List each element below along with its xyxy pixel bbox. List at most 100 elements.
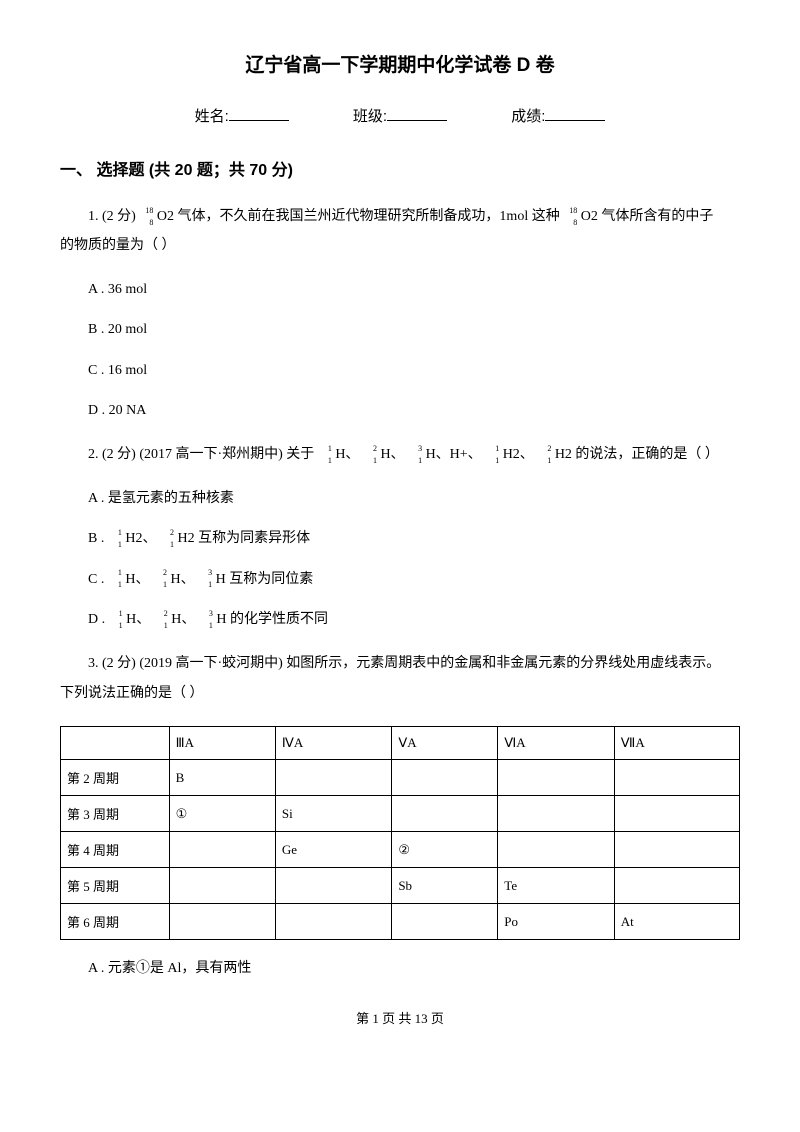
table-row: 第 5 周期 Sb Te (61, 868, 740, 904)
table-cell: Si (275, 796, 391, 832)
table-cell (61, 727, 170, 760)
atomic-number: 1 (519, 457, 551, 465)
mass-number: 1 (300, 445, 332, 453)
page-title: 辽宁省高一下学期期中化学试卷 D 卷 (60, 50, 740, 77)
q2-option-c: C . 11 H、 21 H、 31 H 互称为同位素 (60, 569, 740, 591)
table-cell (614, 832, 739, 868)
table-row: 第 3 周期 ① Si (61, 796, 740, 832)
table-cell: ⅥA (498, 727, 614, 760)
q1-option-c: C . 16 mol (60, 360, 740, 382)
table-cell (498, 760, 614, 796)
optc-end: H 互称为同位素 (212, 572, 313, 587)
table-cell: Ge (275, 832, 391, 868)
atomic-number: 1 (300, 457, 332, 465)
atomic-number: 1 (467, 457, 499, 465)
table-cell (275, 868, 391, 904)
table-cell (169, 832, 275, 868)
nuclide-icon: 21 (363, 447, 377, 463)
table-cell (392, 796, 498, 832)
table-cell: Sb (392, 868, 498, 904)
nuclide-icon: 31 (198, 571, 212, 587)
atomic-number: 8 (121, 219, 153, 227)
name-blank (229, 107, 289, 121)
question-3: 3. (2 分) (2019 高一下·蛟河期中) 如图所示，元素周期表中的金属和… (60, 649, 740, 708)
table-cell (169, 868, 275, 904)
mass-number: 18 (117, 207, 153, 215)
table-cell (392, 760, 498, 796)
page-footer: 第 1 页 共 13 页 (60, 1008, 740, 1027)
nuclide-icon: 21 (154, 612, 168, 628)
mass-number: 1 (90, 529, 122, 537)
atomic-number: 8 (545, 219, 577, 227)
q1-line2: 的物质的量为（ ） (60, 231, 740, 260)
atomic-number: 1 (390, 457, 422, 465)
q2-prefix: 2. (2 分) (2017 高一下·郑州期中) 关于 (88, 447, 318, 462)
class-label: 班级: (353, 108, 387, 125)
table-row: ⅢA ⅣA ⅤA ⅥA ⅦA (61, 727, 740, 760)
q1-option-d: D . 20 NA (60, 400, 740, 422)
table-cell: Po (498, 904, 614, 940)
mass-number: 18 (541, 207, 577, 215)
table-cell: 第 6 周期 (61, 904, 170, 940)
table-cell: ⅦA (614, 727, 739, 760)
table-cell: B (169, 760, 275, 796)
score-blank (545, 107, 605, 121)
atomic-number: 1 (345, 457, 377, 465)
mass-number: 3 (181, 610, 213, 618)
table-cell: Te (498, 868, 614, 904)
table-cell: ⅢA (169, 727, 275, 760)
q2-option-d: D . 11 H、 21 H、 31 H 的化学性质不同 (60, 609, 740, 631)
q2-option-a: A . 是氢元素的五种核素 (60, 488, 740, 510)
atomic-number: 1 (91, 622, 123, 630)
table-cell (392, 904, 498, 940)
header-fields: 姓名: 班级: 成绩: (60, 105, 740, 126)
table-cell: ② (392, 832, 498, 868)
table-cell: ① (169, 796, 275, 832)
table-cell: ⅣA (275, 727, 391, 760)
nuclide-icon: 11 (318, 447, 332, 463)
nuclide-icon: 21 (537, 447, 551, 463)
mass-number: 2 (519, 445, 551, 453)
table-cell (614, 760, 739, 796)
atomic-number: 1 (136, 622, 168, 630)
q3-line2: 下列说法正确的是（ ） (60, 679, 740, 708)
q1-mid2: O2 气体所含有的中子 (577, 209, 713, 224)
mass-number: 1 (91, 610, 123, 618)
nuclide-icon: 11 (485, 447, 499, 463)
mass-number: 1 (467, 445, 499, 453)
nuclide-icon: 21 (153, 571, 167, 587)
nuclide-icon: 31 (408, 447, 422, 463)
name-label: 姓名: (195, 108, 229, 125)
mass-number: 2 (142, 529, 174, 537)
nuclide-icon: 31 (199, 612, 213, 628)
mass-number: 2 (136, 610, 168, 618)
nuclide-icon: 11 (109, 612, 123, 628)
mass-number: 3 (390, 445, 422, 453)
periodic-table-excerpt: ⅢA ⅣA ⅤA ⅥA ⅦA 第 2 周期 B 第 3 周期 ① Si 第 4 … (60, 726, 740, 940)
table-cell (169, 904, 275, 940)
question-2: 2. (2 分) (2017 高一下·郑州期中) 关于 11 H、 21 H、 … (60, 440, 740, 469)
optb-end: H2 互称为同素异形体 (174, 531, 310, 546)
table-cell (275, 760, 391, 796)
table-row: 第 4 周期 Ge ② (61, 832, 740, 868)
atomic-number: 1 (180, 581, 212, 589)
nuclide-icon: 21 (160, 531, 174, 547)
mass-number: 2 (135, 569, 167, 577)
atomic-number: 1 (181, 622, 213, 630)
q1-mid1: O2 气体，不久前在我国兰州近代物理研究所制备成功，1mol 这种 (153, 209, 563, 224)
q3-prefix: 3. (2 分) (2019 高一下·蛟河期中) 如图所示，元素周期表中的金属和… (88, 656, 720, 671)
table-cell: 第 4 周期 (61, 832, 170, 868)
mass-number: 1 (90, 569, 122, 577)
table-row: 第 2 周期 B (61, 760, 740, 796)
score-label: 成绩: (511, 108, 545, 125)
table-cell (614, 868, 739, 904)
table-cell: At (614, 904, 739, 940)
table-cell: 第 3 周期 (61, 796, 170, 832)
question-1: 1. (2 分) 188 O2 气体，不久前在我国兰州近代物理研究所制备成功，1… (60, 202, 740, 261)
mass-number: 3 (180, 569, 212, 577)
q3-option-a: A . 元素①是 Al，具有两性 (60, 958, 740, 980)
section-heading: 一、 选择题 (共 20 题；共 70 分) (60, 156, 740, 180)
q2-option-b: B . 11 H2、 21 H2 互称为同素异形体 (60, 528, 740, 550)
table-cell: 第 5 周期 (61, 868, 170, 904)
q1-option-a: A . 36 mol (60, 279, 740, 301)
